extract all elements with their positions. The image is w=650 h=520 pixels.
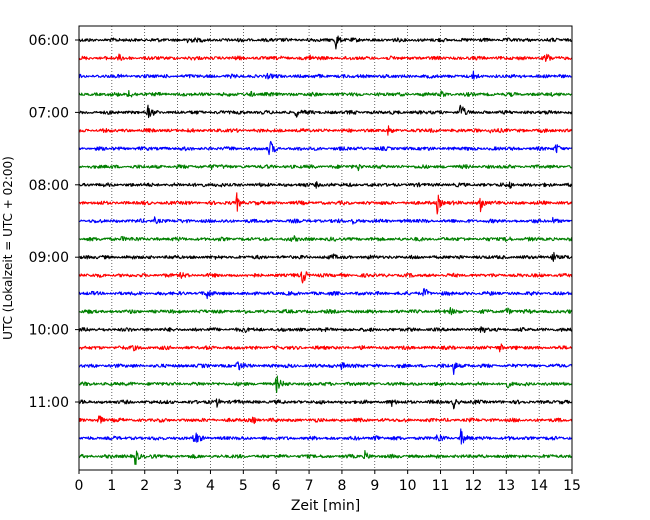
trace-line [78,164,573,172]
trace-line [78,140,573,156]
x-tick-label: 15 [563,478,581,494]
x-tick-label: 14 [530,478,548,494]
y-tick-label: 10:00 [29,323,69,339]
x-tick-label: 10 [399,478,417,494]
trace-line [78,104,573,119]
x-tick-label: 11 [432,478,450,494]
trace-line [78,70,573,80]
y-axis-label: UTC (Lokalzeit = UTC + 02:00) [1,156,15,340]
x-tick-label: 3 [173,478,182,494]
trace-line [78,449,573,465]
y-tick-label: 07:00 [29,105,69,121]
trace-line [78,181,573,190]
trace-line [78,361,573,376]
trace-line [78,375,573,393]
trace-line [78,343,573,353]
trace-line [78,125,573,136]
trace-line [78,216,573,225]
x-axis-label: Zeit [min] [291,498,360,514]
trace-line [78,89,573,98]
trace-line [78,398,573,410]
y-tick-label: 09:00 [29,250,69,266]
x-tick-label: 12 [464,478,482,494]
grid-lines [111,26,540,470]
x-tick-label: 13 [497,478,515,494]
x-tick-label: 2 [140,478,149,494]
trace-line [78,192,573,215]
trace-line [78,35,573,50]
x-tick-label: 9 [370,478,379,494]
trace-line [78,287,573,300]
x-tick-label: 6 [272,478,281,494]
trace-line [78,415,573,425]
trace-line [78,306,573,316]
x-tick-label: 1 [107,478,116,494]
y-axis-ticks: 06:00 07:00 08:00 09:00 10:00 11:00 [29,33,79,411]
trace-line [78,428,573,445]
x-tick-label: 8 [337,478,346,494]
x-tick-label: 5 [239,478,248,494]
trace-line [78,53,573,62]
seismic-traces [78,35,573,465]
trace-line [78,251,573,262]
x-tick-label: 0 [75,478,84,494]
x-tick-label: 4 [206,478,215,494]
trace-line [78,271,573,284]
y-tick-label: 06:00 [29,33,69,49]
plot-frame [78,25,573,471]
trace-line [78,235,573,242]
x-tick-label: 7 [305,478,314,494]
y-tick-label: 11:00 [29,395,69,411]
x-axis-ticks: 0 1 2 3 4 5 6 7 8 9 10 11 12 13 14 15 [75,470,581,494]
trace-line [78,326,573,334]
y-tick-label: 08:00 [29,178,69,194]
